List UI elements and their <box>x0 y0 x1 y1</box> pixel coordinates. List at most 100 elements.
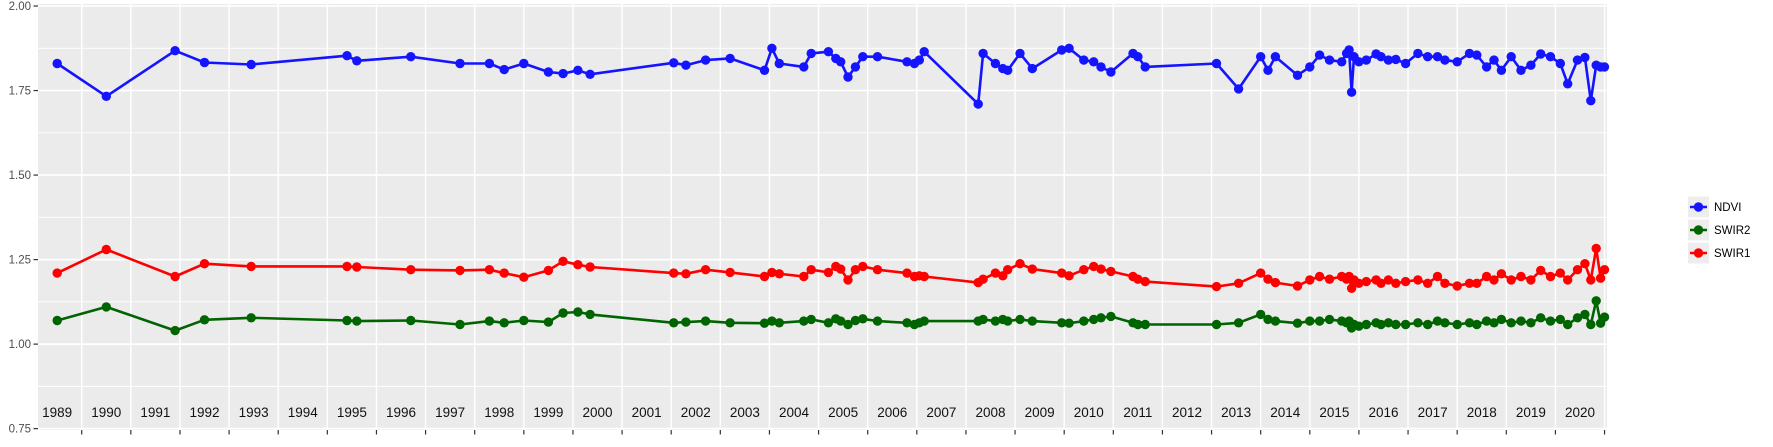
x-tick-label: 2018 <box>1467 405 1497 420</box>
data-point <box>774 269 784 279</box>
data-point <box>1064 271 1074 281</box>
data-point <box>1516 271 1526 282</box>
data-point <box>858 261 868 272</box>
data-point <box>1472 319 1482 330</box>
y-tick-label: 0.75 <box>9 424 31 436</box>
data-point <box>1545 316 1556 326</box>
data-point <box>573 307 583 317</box>
x-tick-label: 1992 <box>190 405 220 420</box>
x-tick-label: 1989 <box>42 405 72 420</box>
x-tick-label: 2006 <box>877 405 907 420</box>
data-point <box>1489 318 1499 328</box>
data-point <box>352 56 362 66</box>
data-point <box>1563 319 1573 330</box>
data-point <box>858 52 868 62</box>
x-tick-label: 2020 <box>1565 405 1595 420</box>
y-tick-label: 1.50 <box>9 170 31 182</box>
data-point <box>558 308 568 318</box>
data-point <box>872 265 883 275</box>
data-point <box>1361 55 1372 65</box>
data-point <box>1140 276 1150 287</box>
x-tick-label: 2000 <box>582 405 612 420</box>
data-point <box>199 315 210 325</box>
y-tick-label: 1.75 <box>9 86 31 98</box>
data-point <box>1545 271 1556 282</box>
data-point <box>1057 268 1067 278</box>
data-point <box>759 318 770 328</box>
data-point <box>499 64 509 75</box>
data-point <box>774 58 784 69</box>
data-point <box>52 268 62 278</box>
data-point <box>990 268 1001 278</box>
data-point <box>1555 268 1566 278</box>
data-point <box>1027 264 1038 274</box>
data-point <box>170 271 180 282</box>
data-point <box>1586 275 1596 285</box>
data-point <box>170 325 180 336</box>
data-point <box>1015 48 1025 59</box>
x-tick-label: 2017 <box>1418 405 1448 420</box>
data-point <box>767 316 777 326</box>
data-point <box>1089 261 1099 272</box>
data-point <box>806 48 816 59</box>
x-tick-label: 1994 <box>288 405 319 420</box>
data-point <box>1256 309 1266 320</box>
data-point <box>1472 278 1482 288</box>
data-point <box>1526 60 1536 70</box>
data-point <box>1027 63 1038 74</box>
data-point <box>1089 57 1099 67</box>
data-point <box>1432 316 1443 326</box>
x-tick-label: 2002 <box>681 405 711 420</box>
data-point <box>484 265 495 275</box>
data-point <box>1233 278 1244 288</box>
data-point <box>585 69 595 80</box>
data-point <box>199 259 210 269</box>
data-point <box>1591 243 1601 254</box>
data-point <box>1305 62 1315 72</box>
data-point <box>799 316 809 326</box>
data-point <box>1391 54 1401 65</box>
data-point <box>1545 52 1556 62</box>
data-point <box>681 317 691 327</box>
data-point <box>558 68 568 79</box>
data-point <box>1580 52 1590 63</box>
data-point <box>1595 273 1606 283</box>
legend-label: SWIR1 <box>1714 248 1750 260</box>
data-point <box>1211 58 1222 69</box>
data-point <box>1400 58 1411 69</box>
data-point <box>1489 55 1499 65</box>
data-point <box>1376 278 1386 288</box>
data-point <box>725 267 735 278</box>
data-point <box>543 67 554 77</box>
data-point <box>725 53 735 64</box>
x-tick-label: 2005 <box>828 405 858 420</box>
data-point <box>101 244 112 255</box>
data-point <box>919 271 929 282</box>
data-point <box>774 318 784 328</box>
data-point <box>543 317 554 327</box>
data-point <box>990 316 1001 326</box>
data-point <box>1270 52 1281 62</box>
data-point <box>1599 312 1610 322</box>
data-point <box>1413 48 1423 59</box>
data-point <box>1440 318 1450 328</box>
data-point <box>1106 67 1116 77</box>
data-point <box>1516 65 1526 76</box>
y-tick-label: 1.25 <box>9 255 31 267</box>
data-point <box>52 58 62 69</box>
x-tick-label: 2015 <box>1319 405 1349 420</box>
data-point <box>1586 319 1596 330</box>
data-point <box>1079 316 1089 326</box>
data-point <box>767 267 777 278</box>
legend-entry-ndvi: NDVI <box>1688 196 1741 218</box>
data-point <box>1096 264 1106 274</box>
data-point <box>1599 265 1610 275</box>
x-tick-label: 1990 <box>91 405 121 420</box>
data-point <box>1506 275 1516 285</box>
data-point <box>1140 319 1150 330</box>
data-point <box>850 315 861 326</box>
data-point <box>1432 52 1443 62</box>
data-point <box>902 318 912 328</box>
data-point <box>1496 314 1507 325</box>
